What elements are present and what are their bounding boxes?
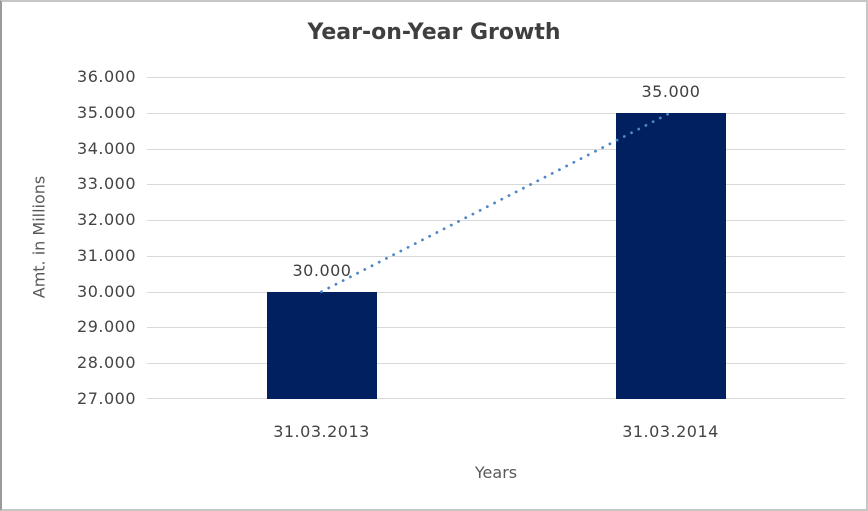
trendline-dotted-line — [320, 111, 672, 294]
bar-31.03.2013 — [267, 292, 377, 399]
x-axis-title: Years — [474, 463, 518, 482]
bar-31.03.2014 — [616, 113, 726, 399]
y-tick-label: 32.000 — [77, 210, 136, 229]
gridline — [147, 77, 845, 78]
trendline — [320, 111, 672, 294]
y-tick-label: 29.000 — [77, 317, 136, 336]
gridline — [147, 149, 845, 150]
y-tick-label: 28.000 — [77, 353, 136, 372]
gridline — [147, 327, 845, 328]
y-tick-label: 35.000 — [77, 103, 136, 122]
y-tick-label: 30.000 — [77, 282, 136, 301]
gridline — [147, 113, 845, 114]
gridline — [147, 184, 845, 185]
gridline — [147, 256, 845, 257]
gridline — [147, 292, 845, 293]
gridline — [147, 398, 845, 399]
gridline — [147, 363, 845, 364]
y-tick-label: 33.000 — [77, 174, 136, 193]
data-label: 30.000 — [292, 261, 352, 280]
chart-title: Year-on-Year Growth — [307, 20, 561, 45]
x-axis-category-labels: 31.03.2013 31.03.2014 — [147, 422, 845, 442]
plot-area: 30.000 35.000 — [147, 77, 845, 399]
y-tick-label: 31.000 — [77, 246, 136, 265]
y-axis-tick-labels: 36.000 35.000 34.000 33.000 32.000 31.000 30.0… — [26, 67, 136, 408]
x-category-label: 31.03.2013 — [273, 422, 370, 441]
x-category-label: 31.03.2014 — [622, 422, 719, 441]
y-tick-label: 34.000 — [77, 139, 136, 158]
y-tick-label: 36.000 — [77, 67, 136, 86]
data-label: 35.000 — [641, 82, 701, 101]
y-tick-label: 27.000 — [77, 389, 136, 408]
gridline — [147, 220, 845, 221]
